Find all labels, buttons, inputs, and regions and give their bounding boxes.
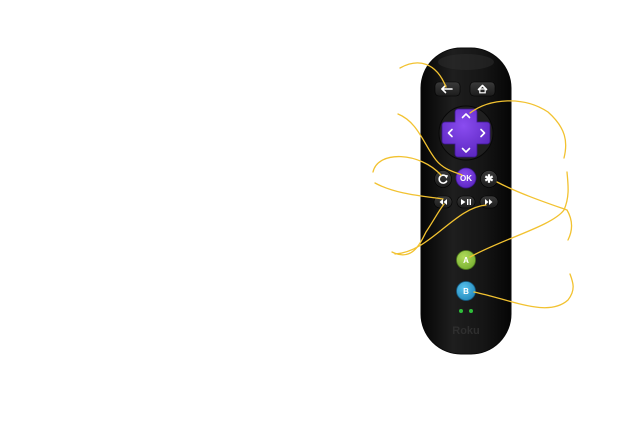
ok-button[interactable]: OK (455, 167, 477, 189)
status-led-left (459, 309, 463, 313)
callout-replay (372, 155, 442, 176)
chevron-up-icon (461, 113, 471, 119)
home-icon (477, 84, 488, 94)
b-button[interactable]: B (456, 281, 476, 301)
a-label: A (463, 256, 469, 265)
dpad-down-button[interactable] (461, 147, 471, 153)
back-button[interactable] (434, 81, 461, 97)
fast-forward-icon (485, 199, 493, 205)
callout-rewind (374, 182, 444, 200)
callout-dpad (469, 100, 567, 159)
callout-back (399, 62, 447, 88)
star-button[interactable]: ✱ (480, 170, 498, 188)
callout-b (473, 273, 574, 309)
home-button[interactable] (469, 81, 496, 97)
chevron-right-icon (480, 128, 486, 138)
star-icon: ✱ (484, 174, 493, 186)
a-button[interactable]: A (456, 250, 476, 270)
remote-highlight (438, 54, 494, 70)
dpad[interactable] (441, 108, 491, 158)
callout-ff (394, 204, 487, 255)
callout-a (469, 171, 569, 258)
play-pause-icon (461, 199, 471, 205)
callout-home (397, 113, 463, 176)
fast-forward-button[interactable] (479, 195, 499, 209)
callout-left-bottom (391, 203, 445, 256)
chevron-down-icon (461, 147, 471, 153)
replay-button[interactable] (434, 170, 452, 188)
callout-lines (372, 62, 574, 309)
ok-label: OK (460, 174, 472, 183)
back-arrow-icon (441, 84, 453, 94)
rewind-icon (439, 199, 447, 205)
callout-star (496, 181, 573, 241)
roku-logo: Roku (452, 325, 480, 337)
status-led-right (469, 309, 473, 313)
b-label: B (463, 287, 469, 296)
dpad-right-button[interactable] (480, 128, 486, 138)
dpad-up-button[interactable] (461, 113, 471, 119)
chevron-left-icon (447, 128, 453, 138)
play-pause-button[interactable] (456, 195, 476, 209)
dpad-left-button[interactable] (447, 128, 453, 138)
replay-icon (438, 174, 449, 184)
